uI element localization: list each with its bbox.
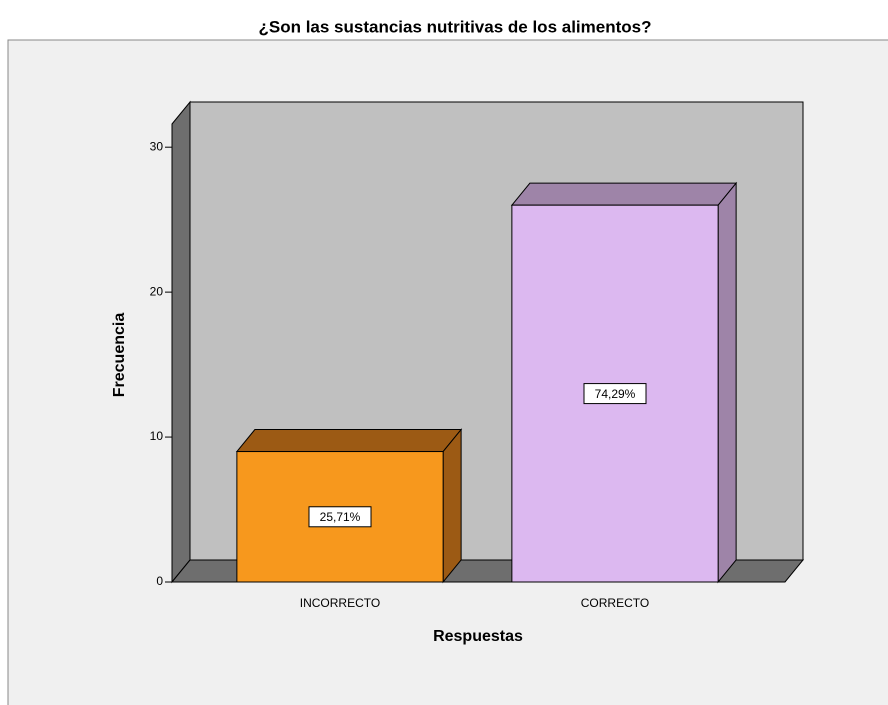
x-tick-label: CORRECTO	[581, 596, 649, 610]
y-tick-label: 20	[150, 284, 164, 298]
bar-top	[510, 182, 738, 206]
bar-side	[717, 181, 737, 584]
bar-side	[442, 428, 462, 584]
x-axis-label: Respuestas	[433, 628, 523, 645]
value-label-box	[583, 383, 647, 405]
y-tick-label: 30	[150, 139, 164, 153]
value-label: 25,71%	[320, 510, 361, 524]
side-wall	[171, 100, 191, 584]
y-axis-label: Frecuencia	[111, 313, 128, 398]
y-tick-label: 0	[156, 574, 163, 588]
bar-top	[235, 429, 463, 453]
chart-title: ¿Son las sustancias nutritivas de los al…	[258, 17, 651, 36]
value-label-box	[308, 506, 372, 528]
y-tick-label: 10	[150, 429, 164, 443]
x-tick-label: INCORRECTO	[300, 596, 380, 610]
value-label: 74,29%	[595, 387, 636, 401]
